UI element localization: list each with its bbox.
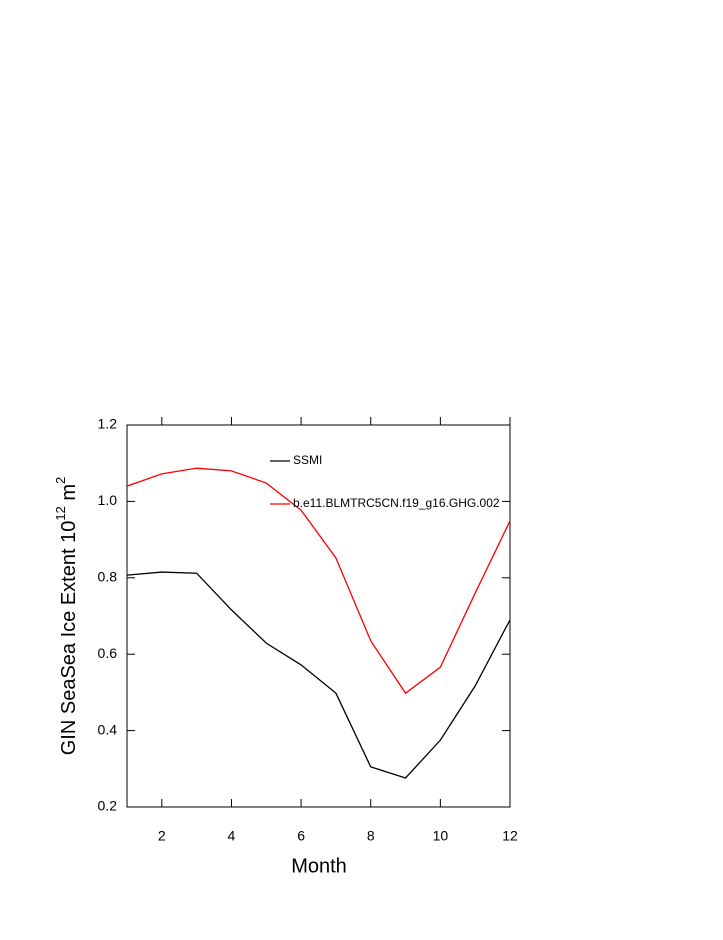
y-label-exp: 12: [53, 506, 68, 520]
plot-frame: [126, 424, 511, 808]
y-tick-label: 0.8: [98, 569, 118, 585]
y-axis-label: GIN SeaSea Ice Extent 1012 m2: [53, 477, 80, 756]
x-tick-label: 8: [367, 828, 375, 844]
legend-label: SSMI: [293, 453, 322, 467]
data-line: [126, 467, 511, 695]
y-tick-label: 0.2: [98, 798, 118, 814]
x-tick-label: 2: [158, 828, 166, 844]
x-axis-label: Month: [291, 855, 347, 877]
legend-label: b.e11.BLMTRC5CN.f19_g16.GHG.002: [293, 496, 500, 510]
y-label-unit-exp: 2: [53, 477, 68, 484]
y-tick-label: 1.0: [98, 492, 118, 508]
x-tick-label: 10: [433, 828, 449, 844]
y-tick-label: 0.4: [98, 721, 118, 737]
x-tick-label: 4: [228, 828, 236, 844]
y-label-text: GIN SeaSea Ice Extent 10: [58, 521, 80, 756]
y-tick-label: 0.6: [98, 645, 118, 661]
y-label-unit: m: [58, 484, 80, 506]
y-tick-label: 1.2: [98, 416, 118, 432]
data-line: [126, 571, 511, 779]
x-tick-label: 6: [297, 828, 305, 844]
x-tick-label: 12: [502, 828, 518, 844]
